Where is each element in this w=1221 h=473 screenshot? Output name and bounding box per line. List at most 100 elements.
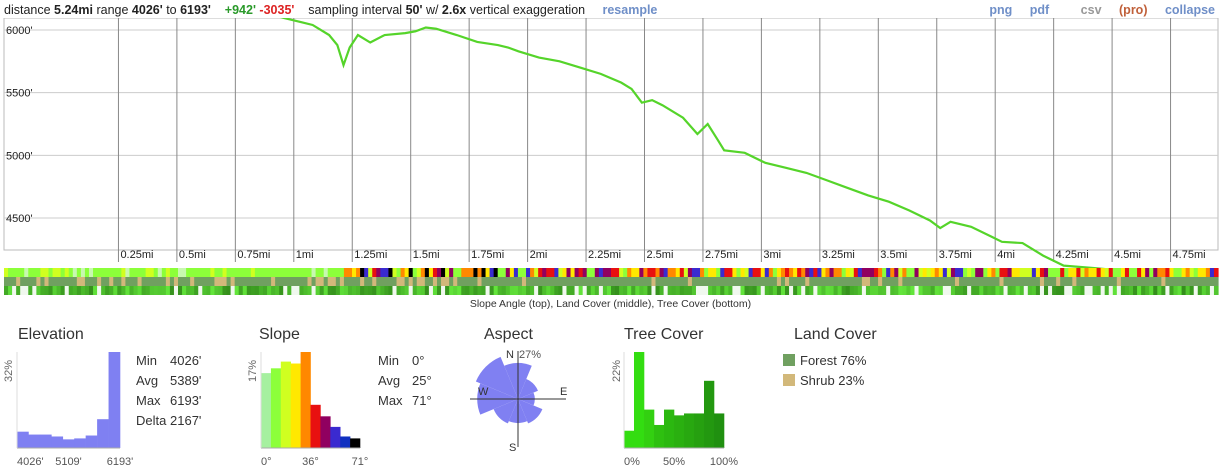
png-link[interactable]: png	[989, 3, 1013, 17]
y-tick-label: 5500'	[6, 88, 33, 100]
tree-cover-segment	[457, 286, 462, 295]
land-cover-segment	[16, 277, 21, 286]
tree-cover-segment	[1064, 286, 1069, 295]
slope-segment	[926, 268, 932, 277]
slope-segment	[890, 268, 895, 277]
land-cover-segment	[84, 277, 90, 286]
slope-segment	[849, 268, 855, 277]
land-cover-segment	[129, 277, 135, 286]
land-cover-segment	[97, 277, 102, 286]
tree-cover-segment	[736, 286, 742, 295]
pdf-link[interactable]: pdf	[1029, 3, 1050, 17]
land-cover-segment	[1197, 277, 1203, 286]
land-cover-segment	[1185, 277, 1191, 286]
tree-cover-segment	[1205, 286, 1211, 295]
tree-cover-segment	[343, 286, 349, 295]
land-cover-segment	[1003, 277, 1009, 286]
tree-cover-segment	[671, 286, 677, 295]
land-cover-segment	[1100, 277, 1106, 286]
tree-cover-segment	[194, 286, 199, 295]
sampling-label: sampling interval	[308, 3, 403, 17]
tree-cover-segment	[825, 286, 831, 295]
slope-segment	[963, 268, 968, 277]
tree-cover-segment	[1088, 286, 1094, 295]
tree-cover-segment	[1023, 286, 1029, 295]
tree-cover-segment	[530, 286, 535, 295]
csv-link[interactable]: csv (pro)	[1067, 3, 1148, 17]
slope-segment	[1023, 268, 1029, 277]
tree-cover-segment	[651, 286, 657, 295]
land-cover-segment	[979, 277, 984, 286]
land-cover-segment	[578, 277, 584, 286]
tree-cover-segment	[1096, 286, 1102, 295]
slope-segment	[428, 268, 434, 277]
slope-segment	[1169, 268, 1175, 277]
land-cover-segment	[1015, 277, 1021, 286]
histogram-bar	[108, 352, 121, 448]
tree-cover-segment	[1112, 286, 1118, 295]
tree-cover-segment	[291, 286, 296, 295]
elevation-panel-title: Elevation	[18, 326, 84, 343]
tree-cover-segment	[141, 286, 147, 295]
tree-cover-segment	[679, 286, 685, 295]
tree-cover-segment	[906, 286, 912, 295]
land-cover-segment	[295, 277, 301, 286]
slope-segment	[368, 268, 373, 277]
land-cover-segment	[230, 277, 236, 286]
land-cover-segment	[24, 277, 29, 286]
land-cover-segment	[594, 277, 600, 286]
slope-segment	[934, 268, 940, 277]
tree-cover-segment	[222, 286, 228, 295]
tree-cover-segment	[1165, 286, 1171, 295]
tree-cover-segment	[254, 286, 260, 295]
tree-cover-segment	[283, 286, 288, 295]
slope-segment	[250, 268, 256, 277]
land-cover-segment	[388, 277, 394, 286]
slope-segment	[542, 268, 547, 277]
collapse-link[interactable]: collapse	[1164, 3, 1215, 17]
slope-segment	[84, 268, 90, 277]
tree-cover-segment	[845, 286, 851, 295]
slope-segment	[764, 268, 770, 277]
slope-segment	[473, 268, 479, 277]
land-cover-segment	[214, 277, 220, 286]
land-cover-segment	[679, 277, 685, 286]
slope-segment	[1035, 268, 1041, 277]
slope-segment	[1149, 268, 1154, 277]
slope-segment	[105, 268, 110, 277]
tree-cover-segment	[153, 286, 159, 295]
slope-segment	[246, 268, 252, 277]
slope-segment	[1076, 268, 1082, 277]
slope-segment	[602, 268, 608, 277]
land-cover-segment	[829, 277, 835, 286]
slope-segment	[906, 268, 912, 277]
slope-segment	[262, 268, 268, 277]
tree-cover-segment	[647, 286, 653, 295]
slope-segment	[942, 268, 948, 277]
slope-segment	[554, 268, 559, 277]
histogram-x-label: 50%	[663, 456, 685, 468]
tree-cover-segment	[1177, 286, 1183, 295]
slope-segment	[886, 268, 891, 277]
tree-cover-segment	[473, 286, 479, 295]
tree-cover-segment	[914, 286, 920, 295]
slope-segment	[505, 268, 511, 277]
slope-segment	[101, 268, 106, 277]
slope-segment	[72, 268, 78, 277]
land-cover-segment	[1104, 277, 1110, 286]
tree-cover-segment	[76, 286, 82, 295]
tree-cover-segment	[267, 286, 272, 295]
tree-cover-segment	[785, 286, 790, 295]
slope-segment	[1120, 268, 1126, 277]
slope-panel-title: Slope	[259, 326, 300, 343]
tree-cover-segment	[833, 286, 839, 295]
histogram-bar	[694, 413, 705, 448]
resample-link[interactable]: resample	[602, 3, 658, 17]
tree-cover-segment	[938, 286, 944, 295]
tree-cover-segment	[88, 286, 94, 295]
tree-cover-segment	[574, 286, 580, 295]
land-cover-segment	[772, 277, 778, 286]
slope-segment	[153, 268, 159, 277]
tree-cover-segment	[667, 286, 673, 295]
slope-segment	[521, 268, 527, 277]
